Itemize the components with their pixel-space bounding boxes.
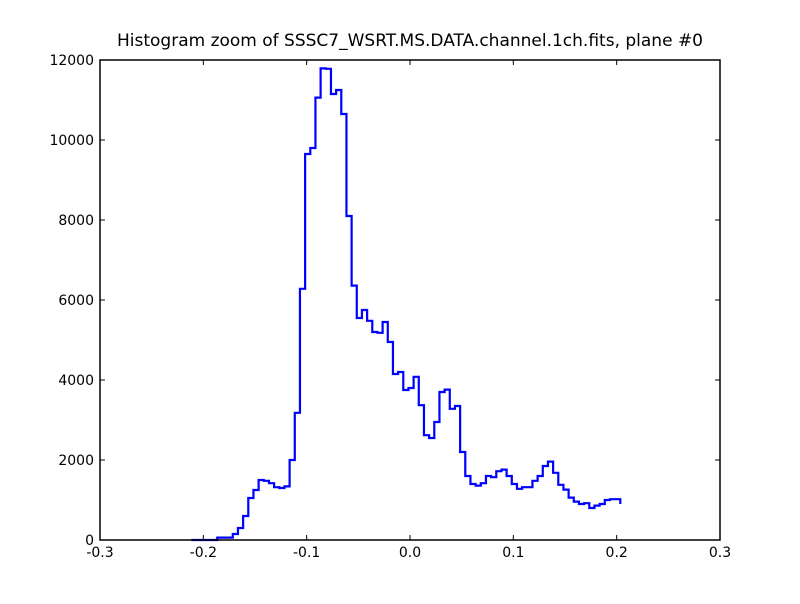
y-tick-label: 12000: [49, 53, 94, 69]
x-tick-label: 0.2: [606, 545, 628, 561]
y-tick-label: 0: [85, 533, 94, 549]
x-tick-label: 0.1: [502, 545, 524, 561]
x-tick-label: 0.3: [709, 545, 731, 561]
x-tick-label: -0.1: [293, 545, 320, 561]
y-tick-label: 6000: [58, 293, 94, 309]
y-tick-label: 8000: [58, 213, 94, 229]
chart-title: Histogram zoom of SSSC7_WSRT.MS.DATA.cha…: [117, 31, 703, 51]
y-tick-label: 2000: [58, 453, 94, 469]
y-tick-label: 10000: [49, 133, 94, 149]
x-tick-label: -0.2: [190, 545, 217, 561]
y-tick-label: 4000: [58, 373, 94, 389]
x-tick-label: 0.0: [399, 545, 421, 561]
plot-area: [100, 60, 720, 540]
